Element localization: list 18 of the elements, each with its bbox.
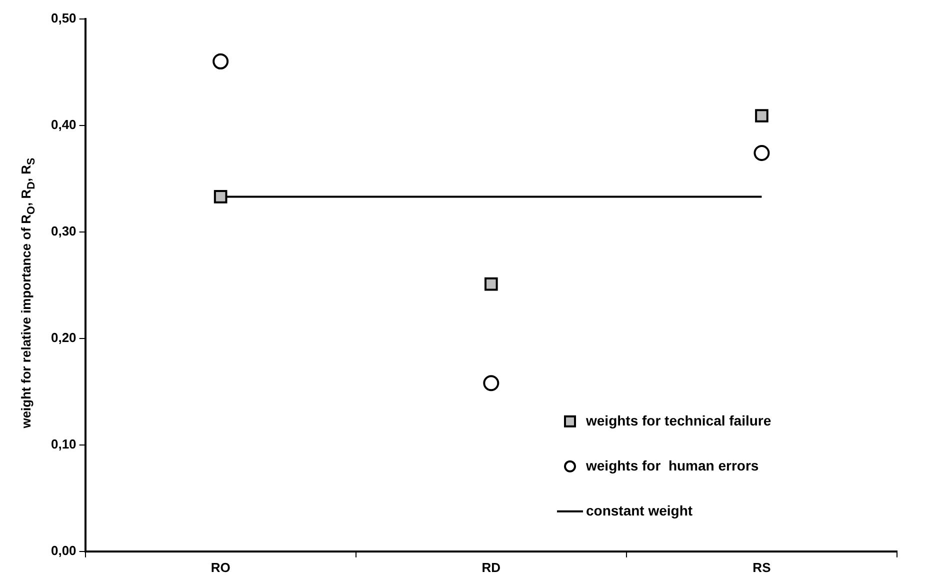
x-tick-label: RD xyxy=(482,560,501,575)
point xyxy=(484,277,498,291)
x-tick-label: RO xyxy=(210,560,230,575)
y-tick-label: 0,10 xyxy=(50,436,76,452)
y-tick-label: 0,40 xyxy=(50,116,76,132)
legend-label: constant weight xyxy=(586,502,693,518)
point xyxy=(212,53,229,70)
y-tick-label: 0,50 xyxy=(50,10,76,26)
point xyxy=(754,145,770,162)
point xyxy=(483,375,500,392)
point xyxy=(755,109,768,122)
point xyxy=(214,190,228,204)
y-tick-label: 0,20 xyxy=(50,330,76,345)
legend-label: weights for technical failure xyxy=(585,412,772,428)
y-tick-label: 0,00 xyxy=(50,542,76,558)
x-tick-label: RS xyxy=(752,560,772,575)
y-tick-label: 0,30 xyxy=(50,223,76,238)
legend-label: weights for human errors xyxy=(585,457,759,474)
